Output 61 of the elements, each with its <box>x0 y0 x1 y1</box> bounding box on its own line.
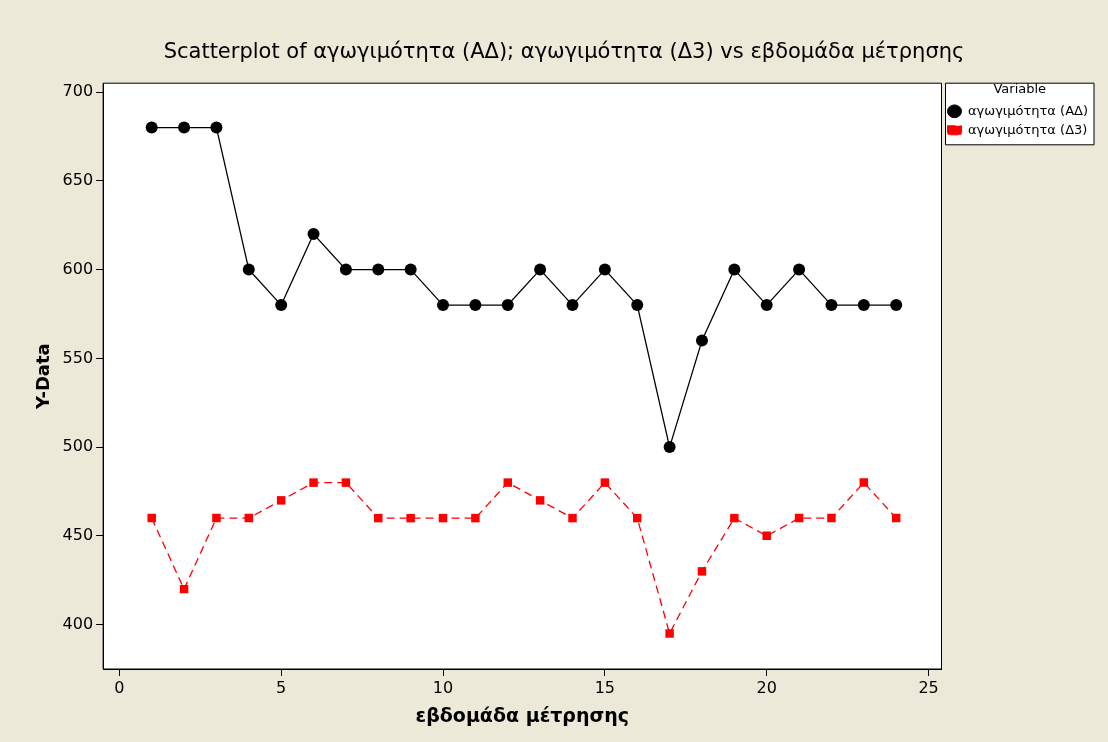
point <box>147 513 156 523</box>
y-tick-label: 400 <box>62 613 94 633</box>
point <box>663 441 676 454</box>
point <box>372 263 385 276</box>
y-tick-label: 500 <box>62 436 94 456</box>
x-axis-title: εβδομάδα μέτρησης <box>415 703 630 726</box>
point <box>309 478 318 487</box>
legend-title: Variable <box>993 81 1047 97</box>
point <box>406 513 415 523</box>
y-tick-label: 600 <box>62 258 94 278</box>
point <box>535 496 545 505</box>
point <box>566 299 579 312</box>
x-tick-label: 20 <box>756 677 777 697</box>
point <box>275 299 288 312</box>
y-tick-label: 550 <box>62 347 94 367</box>
point <box>825 299 838 312</box>
y-tick-label: 700 <box>62 81 94 101</box>
point <box>437 299 450 312</box>
point <box>568 513 577 523</box>
point <box>730 513 739 523</box>
x-tick-label: 0 <box>114 677 125 697</box>
point <box>762 531 771 541</box>
y-tick-label: 450 <box>62 525 94 545</box>
legend-label: αγωγιμότητα (ΑΔ) <box>968 102 1089 118</box>
point <box>341 478 351 487</box>
point <box>728 263 741 276</box>
point <box>501 299 514 312</box>
point <box>469 299 482 312</box>
x-tick-label: 5 <box>276 677 287 697</box>
point <box>503 478 512 487</box>
chart-title: Scatterplot of αγωγιμότητα (ΑΔ); αγωγιμότητα (Δ3) vs εβδομάδα μέτρησης <box>163 39 965 64</box>
x-tick-label: 10 <box>432 677 454 697</box>
point <box>760 299 773 312</box>
point <box>145 121 158 134</box>
point <box>210 121 223 134</box>
point <box>827 513 836 523</box>
point <box>631 299 644 312</box>
point <box>857 299 870 312</box>
point <box>695 334 708 347</box>
point <box>471 513 480 523</box>
point <box>697 567 707 576</box>
legend-label: αγωγιμότητα (Δ3) <box>968 121 1088 137</box>
y-tick-label: 650 <box>62 169 94 189</box>
point <box>598 263 611 276</box>
point <box>404 263 417 276</box>
point <box>374 513 383 523</box>
point <box>665 629 674 638</box>
point <box>276 496 286 505</box>
x-tick-label: 15 <box>594 677 616 697</box>
y-axis-title: Y-Data <box>32 343 54 410</box>
point <box>178 121 191 134</box>
point <box>600 478 610 487</box>
x-tick-label: 25 <box>918 677 939 697</box>
point <box>339 263 352 276</box>
point <box>212 513 221 523</box>
point <box>307 228 320 241</box>
point <box>793 263 806 276</box>
point <box>890 299 903 312</box>
point <box>534 263 547 276</box>
point <box>242 263 255 276</box>
point <box>859 478 869 487</box>
